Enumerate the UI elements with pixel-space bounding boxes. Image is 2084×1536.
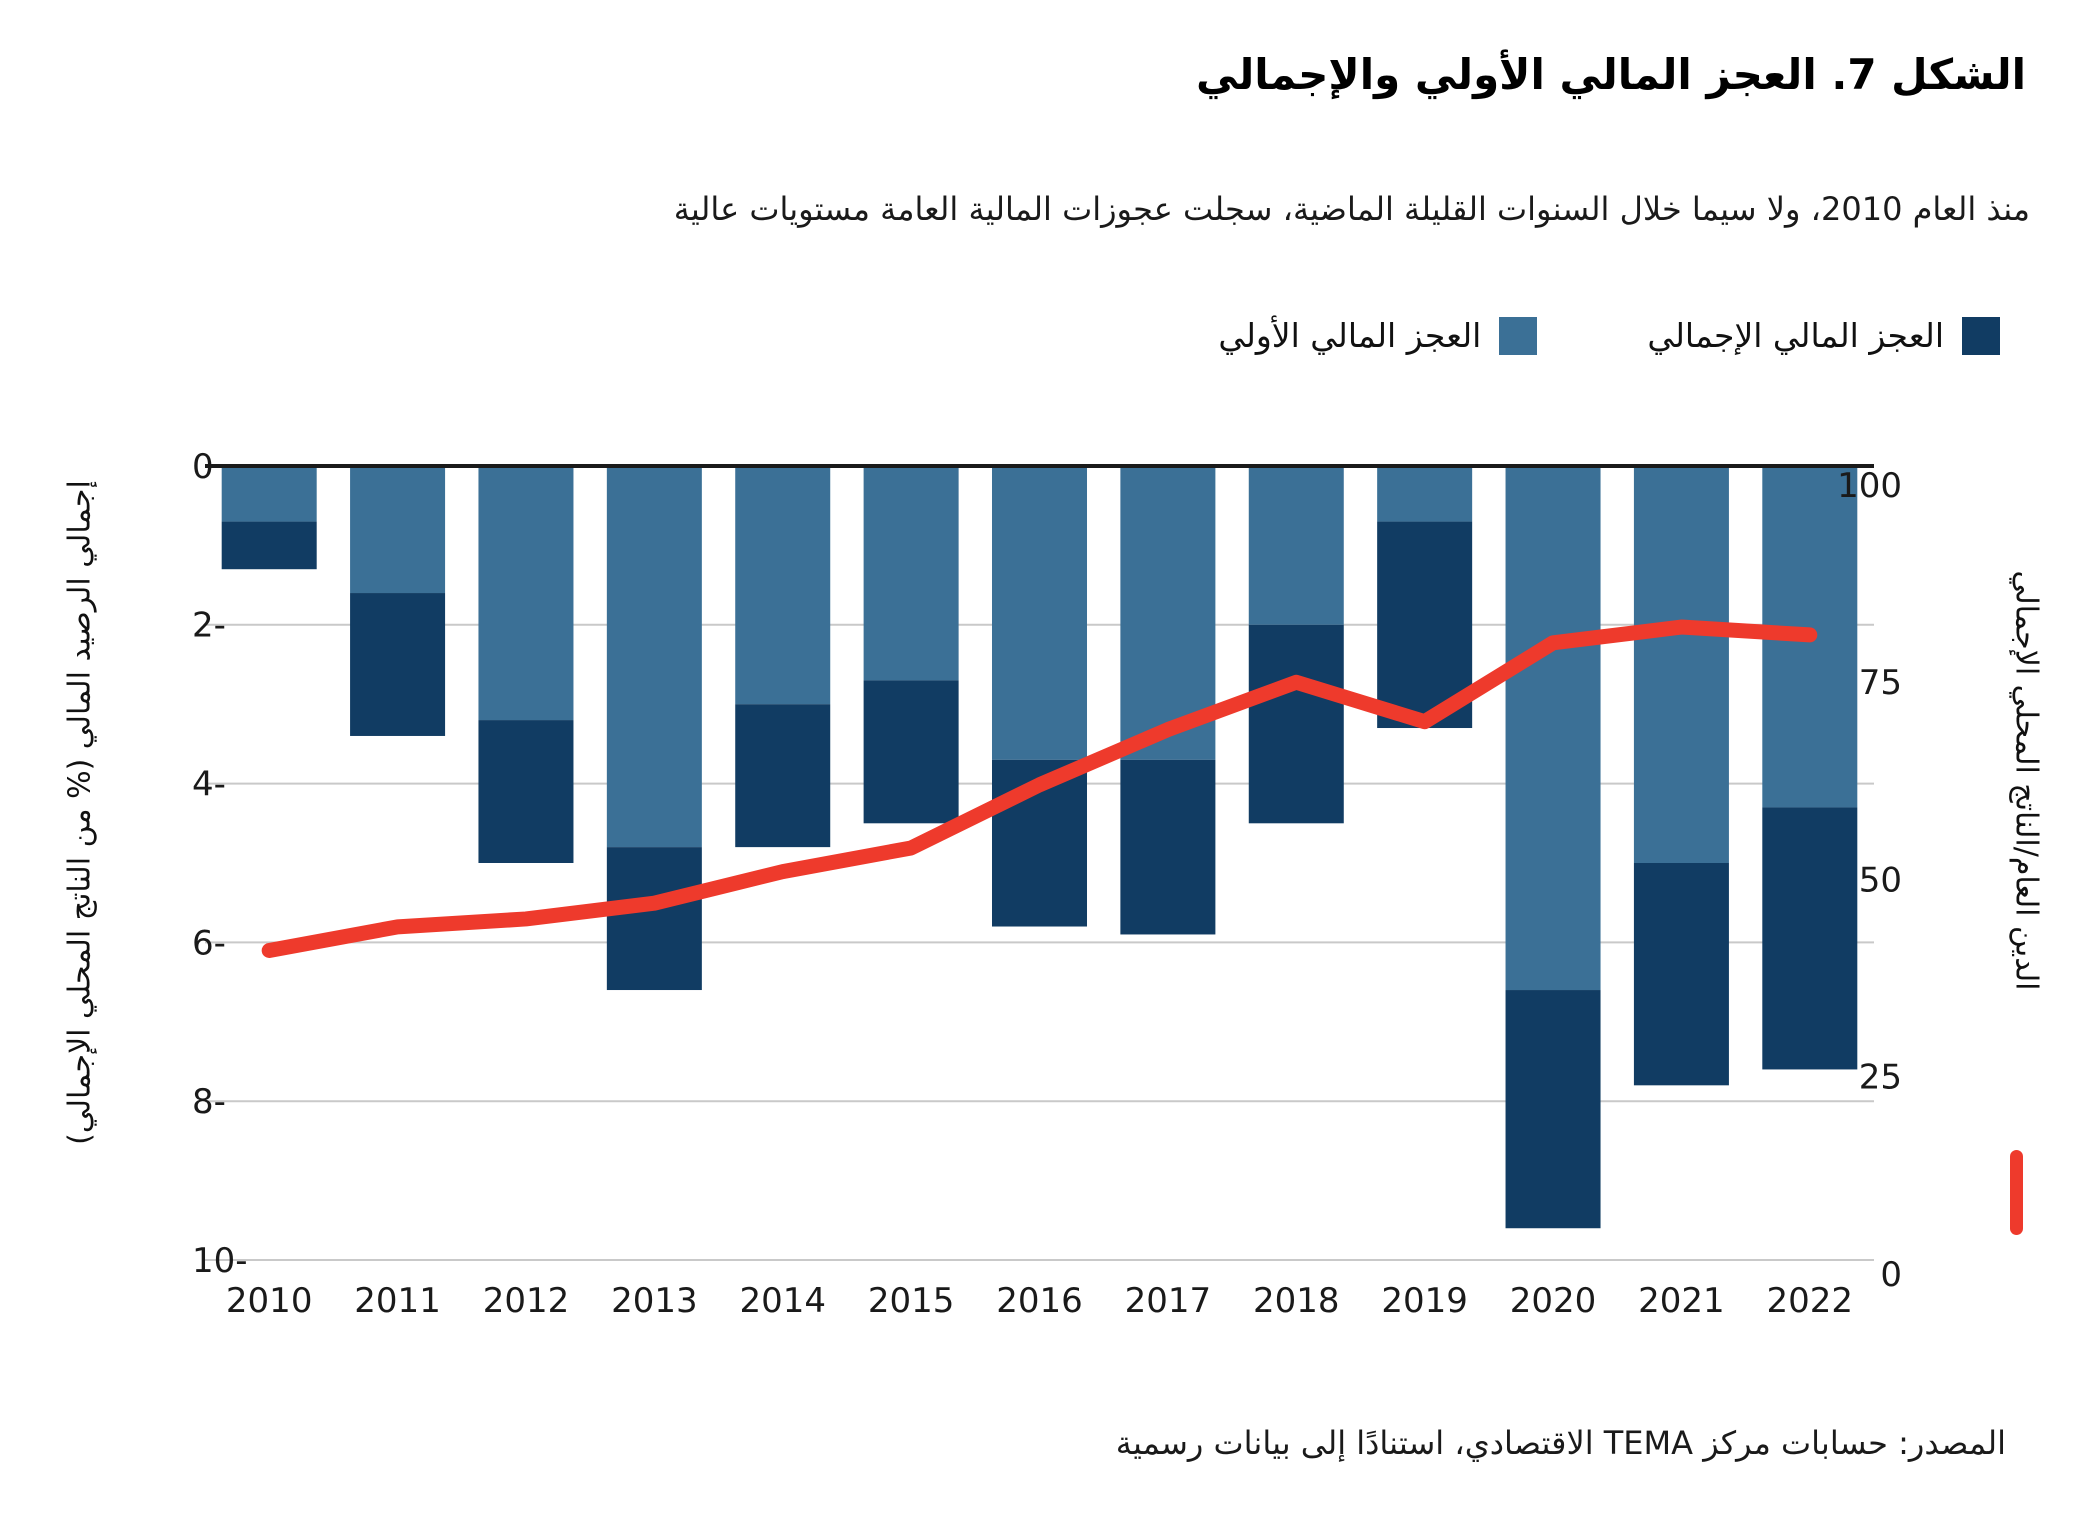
left-axis-tick-label: -4 — [192, 765, 226, 805]
right-axis-tick-label: 50 — [1859, 860, 1902, 900]
legend-label-primary: العجز المالي الأولي — [1218, 316, 1482, 355]
bar-overall-deficit-2012 — [478, 720, 574, 863]
x-axis-label-2019: 2019 — [1381, 1281, 1468, 1321]
bar-overall-deficit-2015 — [863, 680, 959, 824]
bar-primary-deficit-2013 — [606, 466, 702, 848]
x-axis-label-2011: 2011 — [354, 1281, 441, 1321]
right-axis-tick-label: 100 — [1837, 466, 1902, 506]
source-note: المصدر: حسابات مركز TEMA الاقتصادي، استن… — [1115, 1424, 2006, 1462]
legend-item-overall-deficit: العجز المالي الإجمالي — [1647, 316, 2000, 355]
left-axis-tick-label: -8 — [192, 1082, 226, 1122]
bar-primary-deficit-2018 — [1248, 466, 1344, 625]
chart-legend: العجز المالي الإجمالي العجز المالي الأول… — [1218, 316, 2000, 355]
bar-primary-deficit-2020 — [1505, 466, 1601, 991]
left-axis-tick-label: -2 — [192, 606, 226, 646]
x-axis-label-2015: 2015 — [868, 1281, 955, 1321]
bar-primary-deficit-2011 — [350, 466, 446, 594]
x-axis-label-2010: 2010 — [226, 1281, 313, 1321]
bar-overall-deficit-2017 — [1120, 759, 1216, 935]
x-axis-label-2018: 2018 — [1253, 1281, 1340, 1321]
x-axis-label-2020: 2020 — [1510, 1281, 1597, 1321]
legend-item-primary-deficit: العجز المالي الأولي — [1218, 316, 1538, 355]
bar-primary-deficit-2012 — [478, 466, 574, 721]
right-axis-title: الدين العام/الناتج المحلي الإجمالي — [2008, 570, 2044, 991]
bar-overall-deficit-2011 — [350, 593, 446, 736]
bar-overall-deficit-2021 — [1633, 863, 1729, 1086]
legend-label-overall: العجز المالي الإجمالي — [1647, 316, 1944, 355]
x-axis-label-2013: 2013 — [611, 1281, 698, 1321]
bar-overall-deficit-2010 — [221, 521, 317, 570]
figure-title: الشكل 7. العجز المالي الأولي والإجمالي — [1195, 50, 2026, 99]
bar-primary-deficit-2016 — [991, 466, 1088, 760]
bar-primary-deficit-2014 — [735, 466, 831, 705]
bar-overall-deficit-2020 — [1505, 990, 1601, 1229]
x-axis-label-2022: 2022 — [1767, 1281, 1854, 1321]
right-axis-tick-label: 25 — [1859, 1058, 1902, 1098]
bar-primary-deficit-2019 — [1377, 466, 1473, 522]
left-axis-title: إجمالي الرصيد المالي (% من الناتج المحلي… — [62, 480, 98, 1145]
left-axis-tick-label: -6 — [192, 923, 226, 963]
x-axis-label-2012: 2012 — [483, 1281, 570, 1321]
figure-subtitle: منذ العام 2010، ولا سيما خلال السنوات ال… — [673, 190, 2030, 228]
right-axis-tick-label: 0 — [1880, 1255, 1902, 1295]
bar-primary-deficit-2010 — [221, 466, 317, 522]
x-axis-label-2016: 2016 — [996, 1281, 1083, 1321]
right-axis-tick-label: 75 — [1859, 663, 1902, 703]
debt-to-gdp-line — [261, 619, 1818, 959]
overall-deficit-swatch-icon — [1962, 316, 2000, 355]
bar-overall-deficit-2013 — [606, 847, 702, 991]
debt-line-legend-marker-icon — [2010, 1150, 2023, 1235]
bar-overall-deficit-2018 — [1248, 624, 1344, 824]
x-axis-label-2021: 2021 — [1638, 1281, 1725, 1321]
primary-deficit-swatch-icon — [1499, 316, 1538, 355]
bar-overall-deficit-2022 — [1762, 807, 1858, 1070]
bar-overall-deficit-2014 — [735, 704, 831, 848]
x-axis-label-2014: 2014 — [739, 1281, 826, 1321]
left-axis-tick-label: 0 — [192, 447, 214, 487]
x-axis-label-2017: 2017 — [1125, 1281, 1212, 1321]
bar-primary-deficit-2015 — [863, 466, 959, 681]
bar-primary-deficit-2021 — [1633, 466, 1729, 863]
left-axis-tick-label: -10 — [192, 1241, 248, 1281]
